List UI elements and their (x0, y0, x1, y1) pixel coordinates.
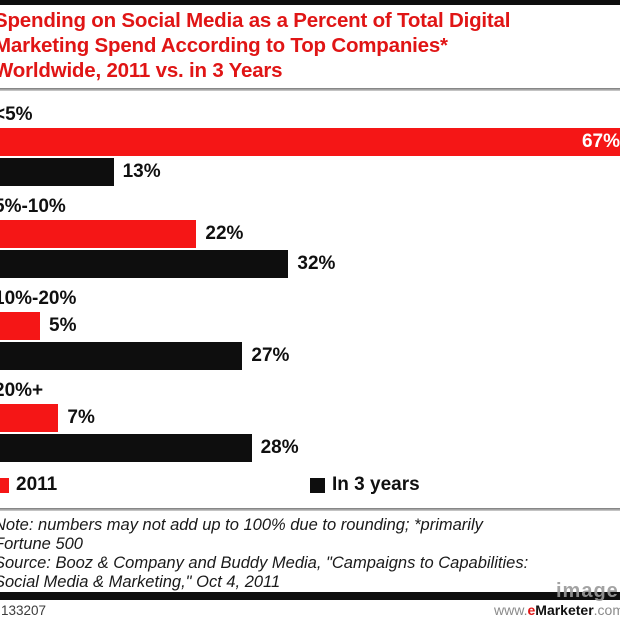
bar-group: 10%-20% 5% 27% (0, 288, 620, 370)
legend-item-2011: 2011 (0, 474, 57, 496)
value-label: 13% (122, 161, 161, 182)
bottom-border (0, 592, 620, 600)
chart-title: Spending on Social Media as a Percent of… (0, 5, 620, 83)
bar-2011 (0, 312, 40, 340)
legend-label-2011: 2011 (16, 474, 58, 495)
url-prefix: www. (494, 602, 528, 618)
value-label: 5% (49, 315, 77, 336)
bar-row: 22% (0, 220, 620, 248)
bar-in-3-years (0, 158, 114, 186)
chart-id: 133207 (1, 602, 47, 618)
note-line-1: Note: numbers may not add up to 100% due… (0, 516, 483, 534)
chart-title-line-2: Marketing Spend According to Top Compani… (0, 34, 448, 57)
value-label: 27% (251, 345, 290, 366)
value-label: 7% (67, 407, 95, 428)
watermark: image (556, 580, 619, 602)
url-suffix: .com (593, 602, 620, 618)
bar-row: 67% (0, 128, 620, 156)
category-label: 5%-10% (0, 196, 66, 217)
bar-group: 20%+ 7% 28% (0, 380, 620, 462)
value-label: 32% (297, 253, 336, 274)
category-label: <5% (0, 104, 33, 125)
footnote-separator (0, 508, 620, 511)
bar-in-3-years (0, 434, 252, 462)
bar-chart: <5%67%13%5%-10%22%32%10%-20%5%27%20%+7%2… (0, 91, 620, 462)
emarketer-url[interactable]: www.eMarketer.com (494, 602, 620, 618)
legend-swatch-in-3-years-icon (310, 477, 325, 493)
bar-2011 (0, 404, 59, 432)
category-label: 10%-20% (0, 288, 77, 309)
legend-swatch-2011-icon (0, 477, 9, 493)
title-separator (0, 88, 620, 91)
value-label: 67% (581, 131, 620, 152)
value-label: 28% (260, 437, 299, 458)
bar-row: 28% (0, 434, 620, 462)
bar-row: 7% (0, 404, 620, 432)
source-line-2: Social Media & Marketing," Oct 4, 2011 (0, 573, 281, 591)
brand-name: Marketer (535, 602, 594, 618)
bar-in-3-years (0, 250, 289, 278)
category-label: 20%+ (0, 380, 44, 401)
footer: 133207 www.eMarketer.com (0, 600, 620, 620)
value-label: 22% (205, 223, 244, 244)
footnote: Note: numbers may not add up to 100% due… (0, 511, 620, 592)
bar-2011: 67% (0, 128, 620, 156)
bar-group: 5%-10% 22% 32% (0, 196, 620, 278)
source-line-1: Source: Booz & Company and Buddy Media, … (0, 554, 529, 572)
chart-title-line-3: Worldwide, 2011 vs. in 3 Years (0, 59, 283, 82)
bar-2011 (0, 220, 197, 248)
bar-row: 32% (0, 250, 620, 278)
bar-row: 5% (0, 312, 620, 340)
brand-accent-e: e (527, 602, 536, 618)
chart-title-line-1: Spending on Social Media as a Percent of… (0, 9, 511, 32)
bar-group: <5% 67% 13% (0, 104, 620, 186)
legend-item-in-3-years: In 3 years (310, 474, 420, 496)
note-line-2: Fortune 500 (0, 535, 83, 553)
bar-row: 27% (0, 342, 620, 370)
legend: 2011 In 3 years (0, 474, 620, 496)
bar-row: 13% (0, 158, 620, 186)
bar-in-3-years (0, 342, 243, 370)
top-border (0, 0, 620, 5)
legend-label-in-3-years: In 3 years (332, 474, 420, 495)
